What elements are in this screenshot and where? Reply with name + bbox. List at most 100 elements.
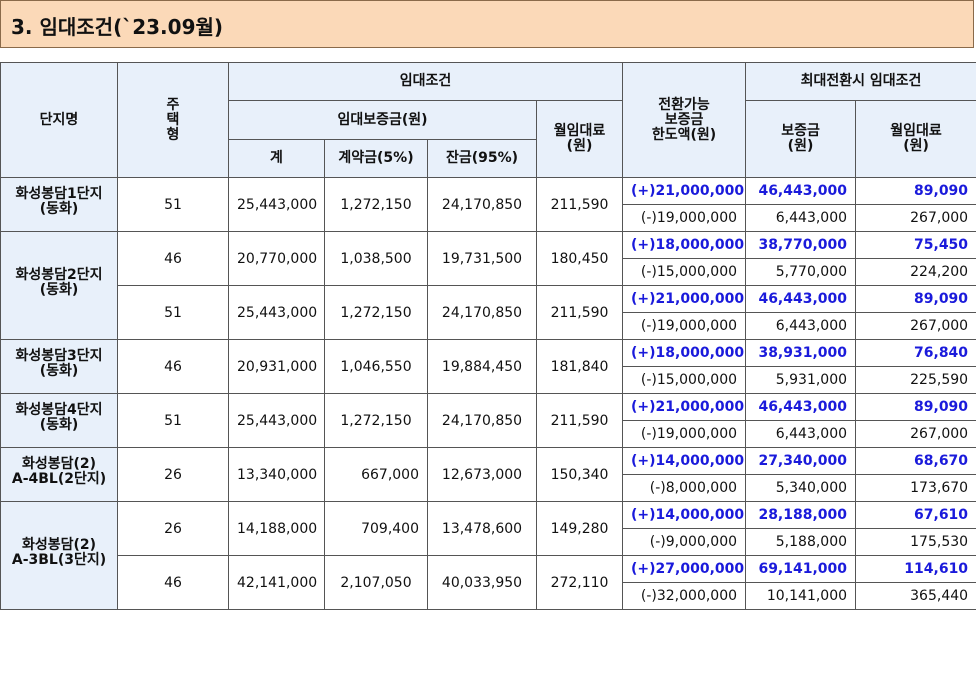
max-deposit-cell: 38,770,000 xyxy=(745,231,857,259)
increase-limit-cell: (+)21,000,000 xyxy=(622,285,747,313)
deposit-total-cell: 25,443,000 xyxy=(228,393,325,448)
down-payment-cell: 1,038,500 xyxy=(324,231,428,286)
deposit-total-cell: 13,340,000 xyxy=(228,447,325,502)
max-rent-cell: 68,670 xyxy=(855,447,976,475)
down-payment-cell: 667,000 xyxy=(324,447,428,502)
table-row: (-)19,000,000 6,443,000 267,000 xyxy=(1,312,976,340)
down-payment-cell: 1,272,150 xyxy=(324,285,428,340)
header-max-deposit: 보증금 (원) xyxy=(745,100,857,178)
balance-cell: 19,884,450 xyxy=(427,339,537,394)
section-title: 3. 임대조건(`23.09월) xyxy=(11,15,224,39)
monthly-rent-cell: 272,110 xyxy=(535,555,624,610)
monthly-rent-cell: 181,840 xyxy=(535,339,624,394)
min-rent-cell: 267,000 xyxy=(855,204,976,232)
min-deposit-cell: 10,141,000 xyxy=(745,582,857,610)
complex-name-cell: 화성봉담4단지 (동화) xyxy=(0,393,118,448)
header-total: 계 xyxy=(228,139,325,178)
header-max-monthly-rent: 월임대료 (원) xyxy=(855,100,976,178)
table-row: (-)32,000,000 10,141,000 365,440 xyxy=(1,582,976,610)
min-deposit-cell: 6,443,000 xyxy=(745,312,857,340)
deposit-total-cell: 14,188,000 xyxy=(228,501,325,556)
deposit-total-cell: 25,443,000 xyxy=(228,177,325,232)
housing-type-cell: 26 xyxy=(117,447,229,502)
increase-limit-cell: (+)14,000,000 xyxy=(622,501,747,529)
balance-cell: 19,731,500 xyxy=(427,231,537,286)
max-deposit-cell: 46,443,000 xyxy=(745,177,857,205)
table-row: 화성봉담4단지 (동화) 51 25,443,000 1,272,150 24,… xyxy=(0,393,976,448)
deposit-total-cell: 20,770,000 xyxy=(228,231,325,286)
housing-type-cell: 46 xyxy=(117,231,229,286)
min-rent-cell: 175,530 xyxy=(855,528,976,556)
table-row: 화성봉담2단지 (동화) 46 20,770,000 1,038,500 19,… xyxy=(0,231,976,340)
decrease-limit-cell: (-)15,000,000 xyxy=(622,258,747,286)
decrease-limit-cell: (-)15,000,000 xyxy=(622,366,747,394)
table-row: 화성봉담(2) A-4BL(2단지) 26 13,340,000 667,000… xyxy=(0,447,976,502)
table-row: 46 42,141,000 2,107,050 40,033,950 272,1… xyxy=(1,555,976,610)
min-deposit-cell: 5,931,000 xyxy=(745,366,857,394)
decrease-limit-cell: (-)8,000,000 xyxy=(622,474,747,502)
deposit-total-cell: 25,443,000 xyxy=(228,285,325,340)
decrease-limit-cell: (-)9,000,000 xyxy=(622,528,747,556)
min-rent-cell: 225,590 xyxy=(855,366,976,394)
header-rental-conditions: 임대조건 xyxy=(227,62,624,101)
table-row: (-)8,000,000 5,340,000 173,670 xyxy=(1,474,976,502)
max-deposit-cell: 46,443,000 xyxy=(745,393,857,421)
table-row: 화성봉담3단지 (동화) 46 20,931,000 1,046,550 19,… xyxy=(0,339,976,394)
table-row: (-)9,000,000 5,188,000 175,530 xyxy=(1,528,976,556)
max-deposit-cell: 28,188,000 xyxy=(745,501,857,529)
increase-limit-cell: (+)14,000,000 xyxy=(622,447,747,475)
balance-cell: 24,170,850 xyxy=(427,393,537,448)
complex-name-cell: 화성봉담(2) A-3BL(3단지) xyxy=(0,501,118,610)
max-rent-cell: 76,840 xyxy=(855,339,976,367)
monthly-rent-cell: 211,590 xyxy=(535,285,624,340)
header-monthly-rent: 월임대료 (원) xyxy=(535,100,624,178)
balance-cell: 40,033,950 xyxy=(427,555,537,610)
min-deposit-cell: 6,443,000 xyxy=(745,204,857,232)
section-title-bar: 3. 임대조건(`23.09월) xyxy=(0,0,974,48)
table-row: 화성봉담(2) A-3BL(3단지) 26 14,188,000 709,400… xyxy=(0,501,976,610)
table-row: 화성봉담1단지 (동화) 51 25,443,000 1,272,150 24,… xyxy=(0,177,976,232)
max-deposit-cell: 27,340,000 xyxy=(745,447,857,475)
down-payment-cell: 2,107,050 xyxy=(324,555,428,610)
table-row: (-)15,000,000 5,770,000 224,200 xyxy=(1,258,976,286)
monthly-rent-cell: 149,280 xyxy=(535,501,624,556)
min-deposit-cell: 5,340,000 xyxy=(745,474,857,502)
housing-type-cell: 51 xyxy=(117,285,229,340)
min-deposit-cell: 5,770,000 xyxy=(745,258,857,286)
min-rent-cell: 173,670 xyxy=(855,474,976,502)
balance-cell: 24,170,850 xyxy=(427,285,537,340)
max-rent-cell: 75,450 xyxy=(855,231,976,259)
housing-type-cell: 46 xyxy=(117,339,229,394)
header-complex-name: 단지명 xyxy=(0,62,118,178)
min-rent-cell: 267,000 xyxy=(855,420,976,448)
header-deposit: 임대보증금(원) xyxy=(228,100,537,140)
header-convertible-limit: 전환가능 보증금 한도액(원) xyxy=(622,62,747,178)
decrease-limit-cell: (-)19,000,000 xyxy=(622,312,747,340)
balance-cell: 24,170,850 xyxy=(427,177,537,232)
monthly-rent-cell: 211,590 xyxy=(535,393,624,448)
complex-name-cell: 화성봉담1단지 (동화) xyxy=(0,177,118,232)
balance-cell: 13,478,600 xyxy=(427,501,537,556)
down-payment-cell: 709,400 xyxy=(324,501,428,556)
increase-limit-cell: (+)18,000,000 xyxy=(622,231,747,259)
housing-type-cell: 46 xyxy=(117,555,229,610)
increase-limit-cell: (+)18,000,000 xyxy=(622,339,747,367)
increase-limit-cell: (+)27,000,000 xyxy=(622,555,747,583)
table-row: (-)19,000,000 6,443,000 267,000 xyxy=(1,420,976,448)
max-rent-cell: 89,090 xyxy=(855,177,976,205)
housing-type-cell: 26 xyxy=(117,501,229,556)
housing-type-cell: 51 xyxy=(117,393,229,448)
complex-name-cell: 화성봉담2단지 (동화) xyxy=(0,231,118,340)
complex-name-cell: 화성봉담(2) A-4BL(2단지) xyxy=(0,447,118,502)
header-balance: 잔금(95%) xyxy=(427,139,537,178)
decrease-limit-cell: (-)32,000,000 xyxy=(622,582,747,610)
table-row: (-)15,000,000 5,931,000 225,590 xyxy=(1,366,976,394)
min-rent-cell: 365,440 xyxy=(855,582,976,610)
max-rent-cell: 114,610 xyxy=(855,555,976,583)
max-deposit-cell: 69,141,000 xyxy=(745,555,857,583)
deposit-total-cell: 20,931,000 xyxy=(228,339,325,394)
min-deposit-cell: 6,443,000 xyxy=(745,420,857,448)
down-payment-cell: 1,272,150 xyxy=(324,393,428,448)
balance-cell: 12,673,000 xyxy=(427,447,537,502)
decrease-limit-cell: (-)19,000,000 xyxy=(622,420,747,448)
